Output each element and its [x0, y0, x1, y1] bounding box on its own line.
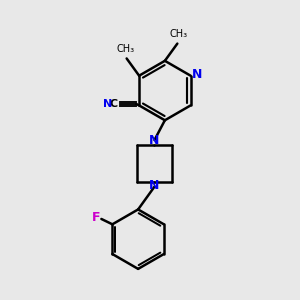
Text: N: N [148, 134, 159, 147]
Text: CH₃: CH₃ [117, 44, 135, 54]
Text: N: N [192, 68, 202, 81]
Text: N: N [148, 179, 159, 192]
Text: CH₃: CH₃ [169, 29, 188, 39]
Text: F: F [92, 211, 100, 224]
Text: N: N [103, 99, 112, 109]
Text: C: C [110, 99, 118, 109]
